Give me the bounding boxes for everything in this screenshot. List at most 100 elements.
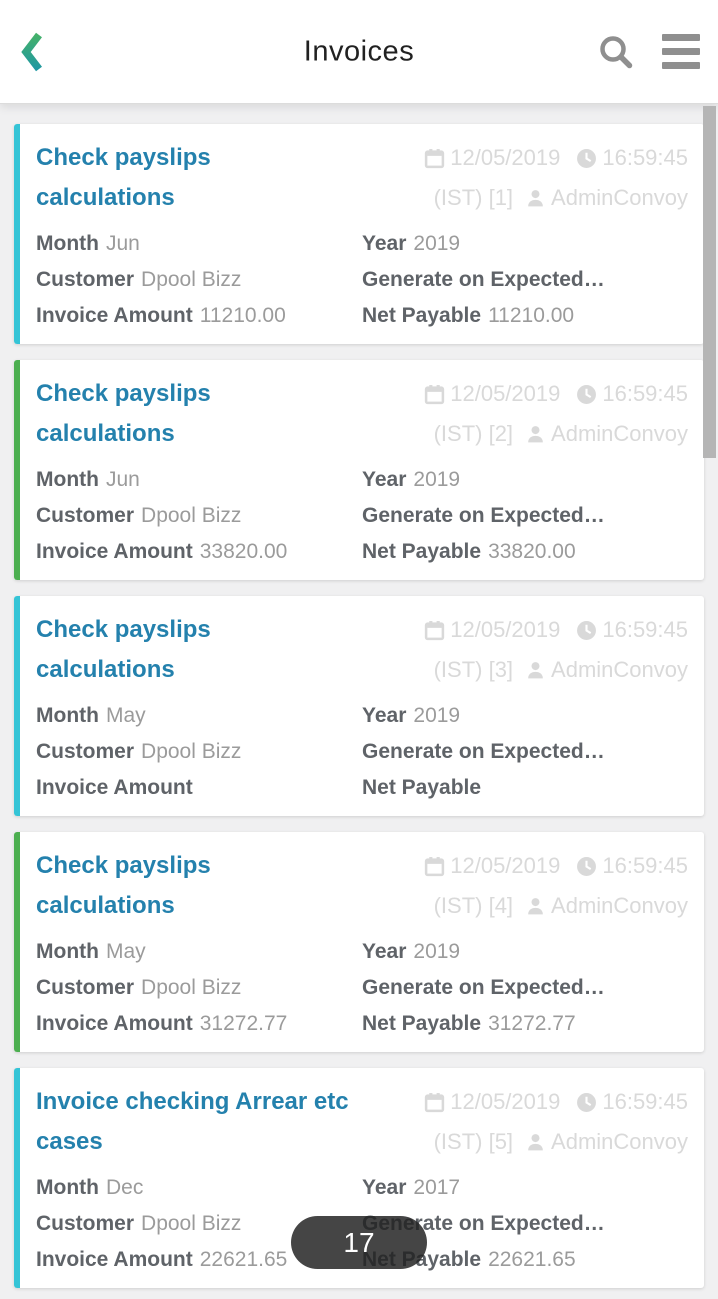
back-button[interactable] (18, 22, 64, 82)
field-label: Customer (36, 740, 135, 763)
invoice-title[interactable]: Invoice checking Arrear etc cases (36, 1088, 349, 1155)
field-value: 2019 (413, 704, 461, 727)
field-label: Customer (36, 268, 135, 291)
invoice-meta: 12/05/2019 16:59:45 (IST) [1] AdminConvo… (352, 138, 688, 218)
card-accent-bar (14, 832, 20, 1052)
field-year: Year 2019 (362, 934, 688, 970)
field-generate-on: Generate on Expected… (362, 262, 688, 298)
field-value: Dpool Bizz (141, 740, 242, 763)
field-label: Invoice Amount (36, 540, 193, 563)
clock-icon (577, 1092, 597, 1112)
card-body: Check payslips calculations 12/05/2019 1… (20, 596, 704, 816)
field-invoice-amount: Invoice Amount 31272.77 (36, 1006, 362, 1042)
field-customer: Customer Dpool Bizz (36, 1206, 362, 1242)
field-label: Invoice Amount (36, 304, 193, 327)
clock-icon (577, 384, 597, 404)
field-value: 11210.00 (488, 304, 575, 327)
clock-icon (577, 620, 597, 640)
invoice-date: 12/05/2019 (450, 381, 561, 406)
field-value: Dpool Bizz (141, 268, 242, 291)
meta-date-line: 12/05/2019 16:59:45 (352, 138, 688, 178)
calendar-icon (425, 1092, 445, 1112)
field-year: Year 2019 (362, 462, 688, 498)
invoice-user: AdminConvoy (551, 185, 688, 210)
field-label: Net Payable (362, 304, 482, 327)
field-value: 31272.77 (199, 1012, 288, 1035)
field-generate-on: Generate on Expected… (362, 734, 688, 770)
field-label: Generate on Expected… (362, 268, 605, 291)
invoice-card[interactable]: Invoice checking Arrear etc cases 12/05/… (14, 1068, 704, 1288)
invoice-user: AdminConvoy (551, 893, 688, 918)
invoice-fields: Month May Year 2019 Customer Dpool Bizz Gen… (36, 698, 688, 806)
field-year: Year 2017 (362, 1170, 688, 1206)
invoice-title[interactable]: Check payslips calculations (36, 852, 211, 919)
field-value: 22621.65 (488, 1248, 576, 1271)
invoice-title[interactable]: Check payslips calculations (36, 616, 211, 683)
meta-user-line: (IST) [3] AdminConvoy (352, 650, 688, 690)
invoice-time: 16:59:45 (602, 381, 688, 406)
field-customer: Customer Dpool Bizz (36, 262, 362, 298)
card-top: Invoice checking Arrear etc cases 12/05/… (36, 1082, 688, 1162)
chevron-left-icon (18, 30, 46, 74)
field-net-payable: Net Payable 33820.00 (362, 534, 688, 570)
invoice-time: 16:59:45 (602, 1089, 688, 1114)
field-value: 33820.00 (488, 540, 576, 563)
invoice-date: 12/05/2019 (450, 617, 561, 642)
invoice-list: Check payslips calculations 12/05/2019 1… (0, 104, 718, 1288)
calendar-icon (425, 856, 445, 876)
field-invoice-amount: Invoice Amount 33820.00 (36, 534, 362, 570)
invoice-meta: 12/05/2019 16:59:45 (IST) [2] AdminConvo… (352, 374, 688, 454)
field-value: 33820.00 (199, 540, 288, 563)
invoice-title[interactable]: Check payslips calculations (36, 380, 211, 447)
invoice-time: 16:59:45 (602, 145, 688, 170)
invoice-title[interactable]: Check payslips calculations (36, 144, 211, 211)
field-value: 2019 (413, 940, 461, 963)
calendar-icon (425, 148, 445, 168)
invoice-card[interactable]: Check payslips calculations 12/05/2019 1… (14, 832, 704, 1052)
person-icon (528, 1133, 543, 1150)
invoice-date: 12/05/2019 (450, 145, 561, 170)
field-label: Month (36, 232, 99, 255)
field-label: Year (362, 1176, 407, 1199)
field-label: Invoice Amount (36, 1012, 193, 1035)
app-bar-actions (598, 34, 700, 70)
card-top: Check payslips calculations 12/05/2019 1… (36, 374, 688, 454)
field-label: Year (362, 468, 407, 491)
field-customer: Customer Dpool Bizz (36, 498, 362, 534)
field-label: Generate on Expected… (362, 976, 605, 999)
invoice-card[interactable]: Check payslips calculations 12/05/2019 1… (14, 360, 704, 580)
invoice-card[interactable]: Check payslips calculations 12/05/2019 1… (14, 596, 704, 816)
field-invoice-amount: Invoice Amount (36, 770, 362, 806)
menu-button[interactable] (662, 34, 700, 69)
field-value: 31272.77 (488, 1012, 576, 1035)
invoice-zone-index: (IST) [2] (433, 421, 514, 446)
invoice-time: 16:59:45 (602, 617, 688, 642)
invoice-fields: Month May Year 2019 Customer Dpool Bizz Gen… (36, 934, 688, 1042)
field-label: Invoice Amount (36, 1248, 193, 1271)
field-value: 22621.65 (199, 1248, 288, 1271)
invoice-user: AdminConvoy (551, 1129, 688, 1154)
field-invoice-amount: Invoice Amount 11210.00 (36, 298, 362, 334)
invoice-fields: Month Jun Year 2019 Customer Dpool Bizz Gen… (36, 226, 688, 334)
field-generate-on: Generate on Expected… (362, 970, 688, 1006)
person-icon (528, 425, 543, 442)
card-top: Check payslips calculations 12/05/2019 1… (36, 610, 688, 690)
invoice-card[interactable]: Check payslips calculations 12/05/2019 1… (14, 124, 704, 344)
search-icon (598, 34, 634, 70)
field-label: Month (36, 940, 99, 963)
search-button[interactable] (598, 34, 634, 70)
meta-date-line: 12/05/2019 16:59:45 (352, 610, 688, 650)
field-value: Dpool Bizz (141, 1212, 242, 1235)
scrollbar-thumb[interactable] (703, 106, 716, 458)
invoice-date: 12/05/2019 (450, 853, 561, 878)
field-label: Month (36, 704, 99, 727)
card-body: Invoice checking Arrear etc cases 12/05/… (20, 1068, 704, 1288)
invoice-user: AdminConvoy (551, 421, 688, 446)
meta-user-line: (IST) [2] AdminConvoy (352, 414, 688, 454)
app-bar: Invoices (0, 0, 718, 104)
field-customer: Customer Dpool Bizz (36, 970, 362, 1006)
meta-user-line: (IST) [4] AdminConvoy (352, 886, 688, 926)
invoice-user: AdminConvoy (551, 657, 688, 682)
invoice-zone-index: (IST) [3] (433, 657, 514, 682)
menu-icon (662, 34, 700, 69)
